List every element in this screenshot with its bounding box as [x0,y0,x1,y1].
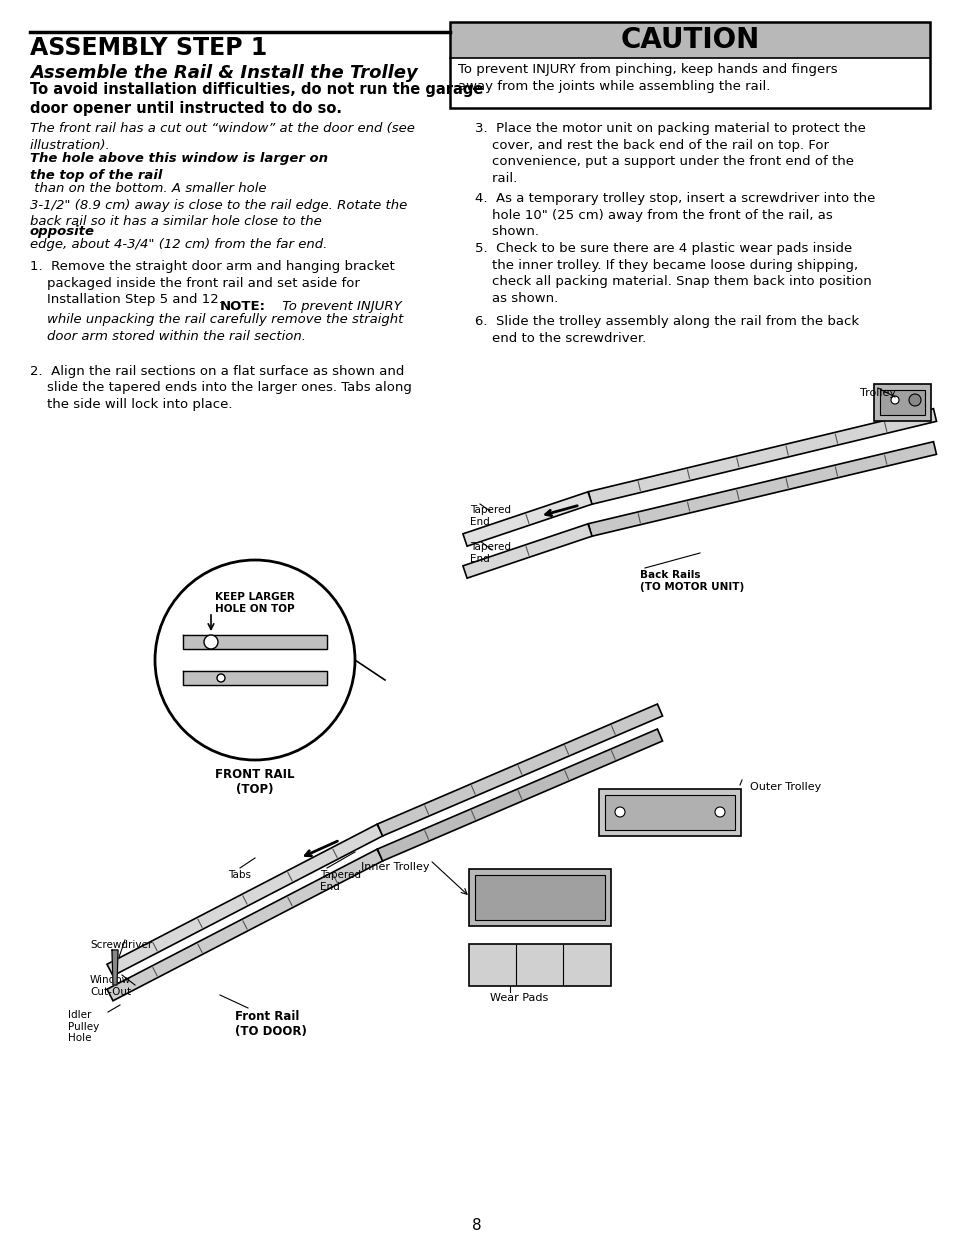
Polygon shape [462,524,592,578]
Text: Wear Pads: Wear Pads [490,993,548,1003]
Text: 6.  Slide the trolley assembly along the rail from the back
    end to the screw: 6. Slide the trolley assembly along the … [475,315,859,345]
Bar [450,58,929,107]
Text: Front Rail
(TO DOOR): Front Rail (TO DOOR) [234,1010,307,1037]
Text: FRONT RAIL
(TOP): FRONT RAIL (TOP) [215,768,294,797]
Text: Assemble the Rail & Install the Trolley: Assemble the Rail & Install the Trolley [30,64,417,82]
Text: 1.  Remove the straight door arm and hanging bracket
    packaged inside the fro: 1. Remove the straight door arm and hang… [30,261,395,306]
Text: 2.  Align the rail sections on a flat surface as shown and
    slide the tapered: 2. Align the rail sections on a flat sur… [30,366,412,411]
Circle shape [204,635,218,650]
Text: 4.  As a temporary trolley stop, insert a screwdriver into the
    hole 10" (25 : 4. As a temporary trolley stop, insert a… [475,191,875,238]
Text: Trolley: Trolley [859,388,895,398]
Text: Outer Trolley: Outer Trolley [749,782,821,792]
Polygon shape [107,824,382,976]
Polygon shape [588,442,936,536]
Text: Inner Trolley: Inner Trolley [361,862,430,872]
Circle shape [890,396,898,404]
Text: 3.  Place the motor unit on packing material to protect the
    cover, and rest : 3. Place the motor unit on packing mater… [475,122,865,184]
Text: CAUTION: CAUTION [619,26,759,54]
Text: The front rail has a cut out “window” at the door end (see
illustration).: The front rail has a cut out “window” at… [30,122,415,152]
Polygon shape [377,729,662,861]
Text: 5.  Check to be sure there are 4 plastic wear pads inside
    the inner trolley.: 5. Check to be sure there are 4 plastic … [475,242,871,305]
Text: To avoid installation difficulties, do not run the garage
door opener until inst: To avoid installation difficulties, do n… [30,82,483,116]
Text: than on the bottom. A smaller hole
3-1/2" (8.9 cm) away is close to the rail edg: than on the bottom. A smaller hole 3-1/2… [30,182,407,228]
FancyBboxPatch shape [469,944,610,986]
Bar [450,22,929,58]
Bar [604,795,734,830]
Polygon shape [112,950,118,986]
Text: NOTE:: NOTE: [220,300,266,312]
Text: KEEP LARGER
HOLE ON TOP: KEEP LARGER HOLE ON TOP [214,592,294,614]
FancyBboxPatch shape [469,869,610,926]
Text: Back Rails
(TO MOTOR UNIT): Back Rails (TO MOTOR UNIT) [639,571,743,592]
Circle shape [615,806,624,818]
Polygon shape [377,704,662,836]
Text: ASSEMBLY STEP 1: ASSEMBLY STEP 1 [30,36,267,61]
FancyBboxPatch shape [873,384,930,421]
Circle shape [154,559,355,760]
Bar [475,876,604,920]
Text: 8: 8 [472,1218,481,1233]
Polygon shape [588,409,936,504]
Polygon shape [107,850,382,1000]
Polygon shape [183,635,327,650]
Text: Tapered
End: Tapered End [470,542,511,563]
Text: edge, about 4-3/4" (12 cm) from the far end.: edge, about 4-3/4" (12 cm) from the far … [30,238,327,251]
Bar [450,22,929,107]
Text: opposite: opposite [30,225,95,238]
Text: Tapered
End: Tapered End [470,505,511,526]
Text: while unpacking the rail carefully remove the straight
    door arm stored withi: while unpacking the rail carefully remov… [30,312,403,342]
Text: Window
Cut-Out: Window Cut-Out [90,974,131,997]
Text: Tabs: Tabs [228,869,251,881]
Text: Idler
Pulley
Hole: Idler Pulley Hole [68,1010,99,1044]
Text: To prevent INJURY: To prevent INJURY [277,300,401,312]
Text: To prevent INJURY from pinching, keep hands and fingers
away from the joints whi: To prevent INJURY from pinching, keep ha… [457,63,837,93]
Circle shape [908,394,920,406]
FancyBboxPatch shape [598,789,740,836]
Text: Screwdriver: Screwdriver [90,940,152,950]
Text: Tapered
End: Tapered End [319,869,360,892]
Polygon shape [183,671,327,685]
Circle shape [216,674,225,682]
Text: The hole above this window is larger on
the top of the rail: The hole above this window is larger on … [30,152,328,182]
Polygon shape [462,492,592,546]
Circle shape [714,806,724,818]
Bar [879,390,924,415]
